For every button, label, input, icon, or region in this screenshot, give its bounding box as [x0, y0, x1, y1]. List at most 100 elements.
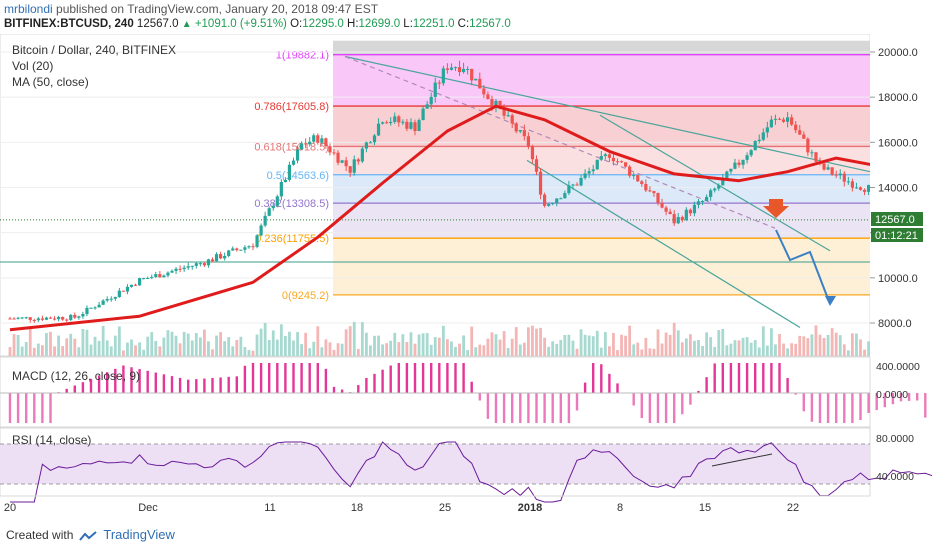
volume-bar	[365, 332, 368, 356]
volume-bar	[446, 339, 449, 356]
tradingview-brand-link[interactable]: TradingView	[103, 527, 175, 542]
volume-bar	[300, 344, 303, 356]
volume-bar	[770, 328, 773, 356]
candle-body	[486, 94, 490, 100]
candle-body	[494, 100, 498, 107]
volume-bar	[616, 350, 619, 356]
candle-body	[798, 130, 802, 135]
candle-body	[640, 181, 644, 184]
macd-bar	[551, 393, 554, 423]
volume-bar	[316, 326, 320, 356]
candle-body	[688, 209, 692, 214]
candle-body	[348, 166, 352, 173]
candle-body	[587, 171, 591, 174]
candle-body	[846, 181, 850, 183]
volume-bar	[774, 344, 777, 356]
candle-body	[405, 121, 409, 129]
author-link[interactable]: mrbilondi	[4, 2, 53, 16]
volume-bar	[122, 350, 125, 356]
volume-bar	[279, 324, 283, 356]
macd-bar	[721, 363, 724, 393]
macd-bar	[875, 393, 878, 411]
volume-bar	[198, 337, 202, 356]
fibonacci-retracement: 1(19882.1) 0.786(17605.8) 0.618(15818.5) 0.…	[254, 40, 870, 302]
volume-bar	[138, 342, 141, 356]
macd-histogram	[0, 363, 927, 423]
candle-body	[12, 318, 16, 320]
candle-body	[490, 99, 494, 107]
volume-bar	[308, 348, 312, 356]
candle-body	[178, 268, 182, 270]
fib-band-top	[333, 40, 870, 55]
volume-bar	[28, 328, 32, 356]
volume-bar	[628, 325, 632, 356]
macd-bar	[203, 378, 206, 393]
volume-bar	[737, 340, 741, 356]
volume-bar	[717, 330, 721, 356]
macd-bar	[559, 393, 562, 423]
candle-body	[368, 142, 373, 144]
volume-bar	[834, 332, 838, 356]
volume-bar	[676, 330, 680, 356]
candle-body	[656, 193, 660, 203]
volume-bar	[57, 335, 60, 356]
volume-bar	[211, 349, 214, 356]
volume-bar	[652, 348, 656, 356]
candle-body	[190, 265, 194, 267]
candle-body	[705, 196, 709, 202]
candle-body	[692, 204, 697, 214]
macd-bar	[438, 363, 441, 393]
volume-bar	[49, 331, 52, 356]
volume-bar	[867, 341, 870, 356]
volume-bar	[109, 346, 113, 356]
macd-bar	[65, 388, 68, 393]
candle-body	[733, 162, 737, 169]
volume-bar	[632, 344, 636, 356]
macd-bar	[519, 393, 522, 423]
fib-level-label: 0.382(13308.5)	[254, 198, 329, 210]
macd-bar	[867, 393, 870, 413]
candle-body	[356, 159, 360, 162]
candle-body	[231, 248, 235, 251]
volume-bar	[838, 335, 842, 356]
volume-bar	[8, 347, 12, 356]
macd-bar	[616, 383, 619, 393]
time-tick-label: 22	[787, 502, 799, 514]
macd-bar	[324, 368, 328, 393]
candle-body	[842, 173, 846, 182]
candle-body	[547, 204, 551, 206]
candle-body	[20, 317, 24, 319]
candle-body	[543, 194, 547, 206]
candle-body	[502, 108, 506, 116]
macd-bar	[835, 393, 838, 423]
tradingview-logo-icon	[79, 530, 98, 541]
candle-body	[445, 68, 449, 70]
candle-body	[267, 208, 271, 216]
candle-body	[624, 162, 628, 167]
candle-body	[409, 122, 413, 129]
candle-body	[360, 148, 364, 162]
candle-body	[263, 215, 267, 226]
volume-bar	[255, 334, 259, 356]
candle-body	[397, 116, 401, 123]
price-axis[interactable]	[870, 34, 932, 504]
volume-bar	[693, 340, 696, 356]
candle-body	[421, 108, 425, 121]
volume-bar	[69, 333, 73, 356]
volume-bar	[591, 336, 595, 356]
volume-bar	[644, 337, 648, 356]
candle-body	[344, 160, 348, 167]
volume-bar	[810, 334, 814, 356]
candle-body	[105, 298, 109, 301]
candle-body	[158, 274, 162, 278]
chart-svg[interactable]: 1(19882.1) 0.786(17605.8) 0.618(15818.5) 0.…	[0, 34, 932, 522]
volume-bar	[385, 343, 389, 356]
volume-bar	[219, 332, 222, 356]
macd-bar	[754, 363, 757, 393]
volume-bar	[684, 338, 688, 356]
volume-bar	[259, 328, 263, 356]
volume-bar	[97, 340, 101, 356]
candle-body	[316, 135, 320, 143]
macd-bar	[8, 393, 12, 423]
macd-bar	[689, 393, 692, 405]
